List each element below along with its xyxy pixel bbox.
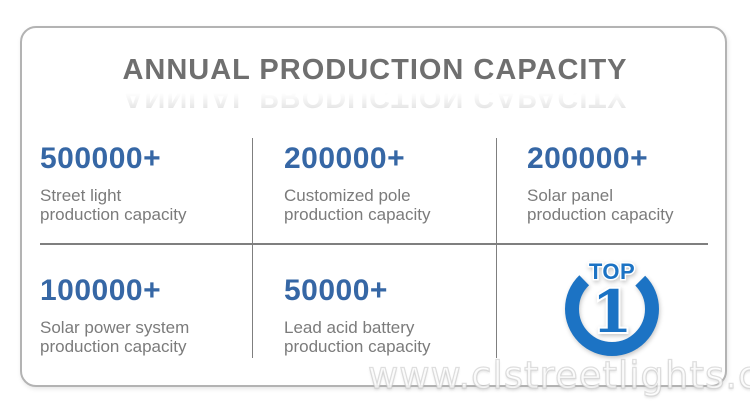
stat-label: Solar power system production capacity	[40, 318, 252, 356]
page-title-reflection: ANNUAL PRODUCTION CAPACITY	[122, 81, 628, 113]
stat-value: 200000+	[527, 142, 649, 175]
stat-label-line: production capacity	[527, 205, 674, 224]
stat-card-lead-acid-battery: 50000+ Lead acid battery production capa…	[253, 245, 497, 358]
stat-card-street-light: 500000+ Street light production capacity	[40, 138, 253, 245]
stat-value: 50000+	[284, 274, 388, 307]
stat-value: 500000+	[40, 142, 162, 175]
stat-label: Street light production capacity	[40, 186, 252, 224]
top1-badge: TOP 1	[560, 253, 664, 359]
stat-card-solar-power-system: 100000+ Solar power system production ca…	[40, 245, 253, 358]
stat-label: Customized pole production capacity	[284, 186, 496, 224]
content-card	[20, 26, 727, 387]
stat-label-line: Lead acid battery	[284, 318, 415, 337]
stat-label-line: production capacity	[40, 205, 187, 224]
badge-top-label: TOP	[589, 259, 635, 284]
stat-label-line: Solar power system	[40, 318, 190, 337]
stat-card-solar-panel: 200000+ Solar panel production capacity	[497, 138, 708, 245]
watermark: www.clstreetlights.com	[367, 353, 750, 397]
stat-label: Lead acid battery production capacity	[284, 318, 496, 356]
stat-label-line: Street light	[40, 186, 122, 205]
stats-grid: 500000+ Street light production capacity…	[40, 138, 708, 358]
title-block: ANNUAL PRODUCTION CAPACITY ANNUAL PRODUC…	[0, 54, 750, 113]
stat-value: 100000+	[40, 274, 162, 307]
stat-label-line: Customized pole	[284, 186, 411, 205]
page-title: ANNUAL PRODUCTION CAPACITY	[122, 54, 628, 86]
stat-label-line: production capacity	[284, 205, 431, 224]
stat-label-line: production capacity	[284, 337, 431, 356]
stat-label-line: production capacity	[40, 337, 187, 356]
stat-label-line: Solar panel	[527, 186, 614, 205]
stat-label: Solar panel production capacity	[527, 186, 708, 224]
badge-ring-icon	[565, 262, 659, 356]
stat-value: 200000+	[284, 142, 406, 175]
badge-rank: 1	[592, 278, 632, 346]
stat-card-customized-pole: 200000+ Customized pole production capac…	[253, 138, 497, 245]
